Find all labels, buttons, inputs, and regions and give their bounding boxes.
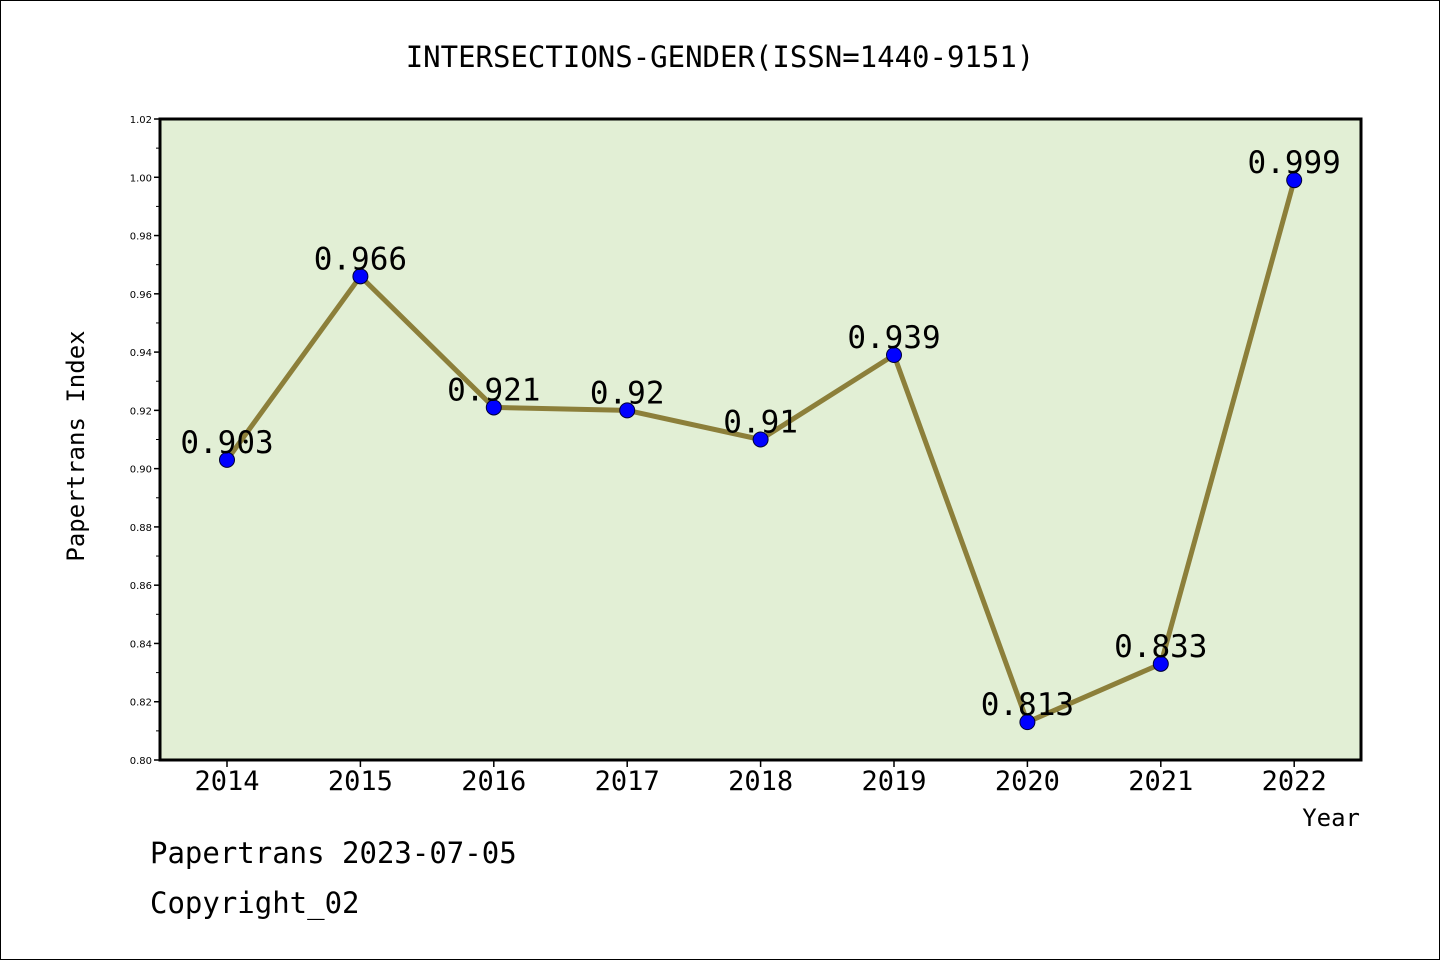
data-label: 0.813 (981, 687, 1074, 723)
y-tick-label: 0.96 (130, 290, 152, 301)
x-axis: 2014 2015 2016 2017 2018 2019 2020 2021 2022 (194, 760, 1327, 797)
data-label: 0.91 (723, 405, 798, 441)
data-label: 0.833 (1114, 629, 1207, 665)
y-axis: 0.80 0.82 0.84 0.86 0.88 0.90 0.92 0.94 0.96 0.98… (130, 115, 160, 767)
x-tick-label: 2017 (595, 766, 660, 797)
y-tick-label: 0.80 (130, 756, 152, 767)
x-axis-label: Year (1302, 804, 1360, 832)
data-label: 0.966 (314, 241, 407, 277)
footer-copyright: Copyright_02 (150, 886, 360, 920)
y-tick-label: 0.92 (130, 406, 152, 417)
y-tick-label: 1.02 (130, 115, 152, 126)
data-point (1152, 655, 1169, 672)
y-tick-label: 1.00 (130, 173, 152, 184)
data-point (1286, 172, 1303, 189)
x-tick-label: 2014 (194, 766, 259, 797)
footer-date: Papertrans 2023-07-05 (150, 836, 517, 870)
x-tick-label: 2016 (461, 766, 526, 797)
data-label: 0.999 (1248, 145, 1341, 181)
data-label: 0.92 (590, 375, 665, 411)
data-point (619, 402, 636, 419)
data-point (1019, 714, 1036, 731)
data-markers (219, 172, 1303, 731)
x-tick-label: 2018 (728, 766, 793, 797)
x-tick-label: 2021 (1128, 766, 1193, 797)
data-point (485, 399, 502, 416)
y-tick-label: 0.86 (130, 581, 152, 592)
x-tick-label: 2015 (328, 766, 393, 797)
data-labels: 0.903 0.966 0.921 0.92 0.91 0.939 0.813 0.833 0.… (180, 145, 1341, 723)
data-point (886, 347, 902, 364)
data-point (352, 268, 369, 285)
data-point (219, 451, 235, 468)
data-point (752, 431, 769, 448)
y-tick-label: 0.90 (130, 465, 152, 476)
y-tick-label: 0.82 (130, 698, 152, 709)
data-label: 0.939 (847, 320, 940, 356)
x-tick-label: 2020 (995, 766, 1060, 797)
chart-title: INTERSECTIONS-GENDER(ISSN=1440-9151) (406, 40, 1035, 74)
y-tick-label: 0.98 (130, 232, 152, 243)
x-tick-label: 2019 (861, 766, 926, 797)
data-label: 0.921 (447, 372, 540, 408)
data-label: 0.903 (180, 425, 273, 461)
y-tick-label: 0.84 (130, 639, 152, 650)
y-tick-label: 0.88 (130, 523, 152, 534)
x-tick-label: 2022 (1262, 766, 1327, 797)
y-tick-label: 0.94 (130, 348, 152, 359)
y-axis-label: Papertrans Index (62, 330, 90, 561)
